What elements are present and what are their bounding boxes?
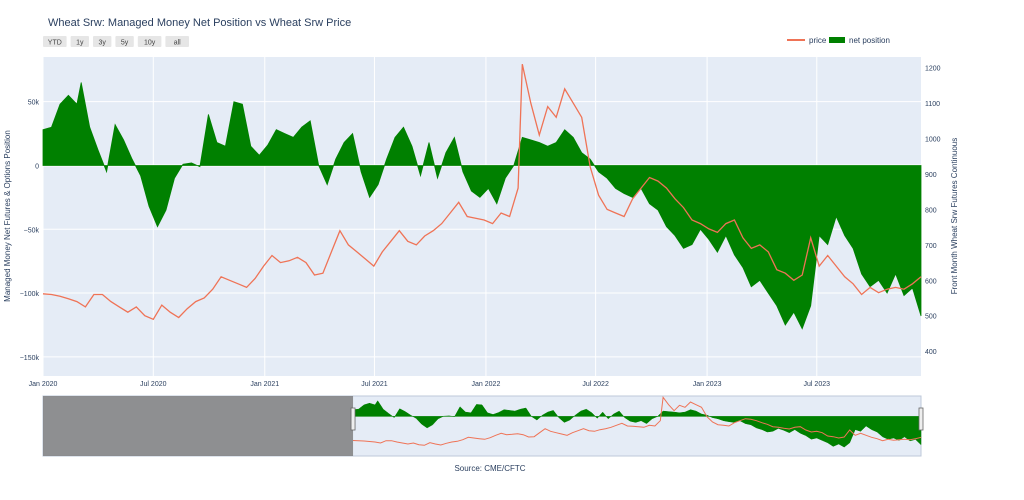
y-axis-right-title: Front Month Wheat Srw Futures Continuous bbox=[950, 138, 959, 295]
y-right-tick-label: 500 bbox=[925, 314, 937, 321]
y-right-tick-label: 1000 bbox=[925, 137, 941, 144]
y-right-tick-label: 400 bbox=[925, 349, 937, 356]
y-right-tick-label: 1200 bbox=[925, 66, 941, 73]
x-tick-label: Jan 2021 bbox=[250, 381, 279, 388]
y-axis-left-title: Managed Money Net Futures & Options Posi… bbox=[3, 130, 12, 302]
range-button-label: 5y bbox=[121, 40, 129, 47]
range-button-bg bbox=[93, 36, 112, 47]
legend-label-price: price bbox=[809, 36, 827, 45]
range-slider-shaded-left bbox=[43, 396, 354, 456]
series-net-position-area bbox=[42, 82, 922, 330]
y-left-tick-label: −150k bbox=[20, 355, 40, 362]
y-right-tick-label: 1100 bbox=[925, 101, 940, 108]
x-tick-label: Jan 2022 bbox=[472, 381, 501, 388]
chart-title: Wheat Srw: Managed Money Net Position vs… bbox=[48, 17, 351, 29]
range-button-label: 1y bbox=[76, 40, 84, 47]
x-tick-label: Jan 2023 bbox=[693, 381, 722, 388]
range-selector: YTD 1y 3y 5y 10y all bbox=[43, 36, 189, 47]
range-slider-handle-left[interactable] bbox=[350, 407, 356, 431]
y-left-tick-label: −50k bbox=[24, 227, 40, 234]
range-slider-price bbox=[352, 395, 922, 446]
range-button-label: all bbox=[174, 40, 181, 47]
y-right-tick-label: 600 bbox=[925, 278, 937, 285]
range-button-ytd[interactable]: YTD bbox=[43, 36, 67, 47]
y-right-tick-label: 700 bbox=[925, 243, 937, 250]
plot-traces bbox=[42, 63, 922, 330]
x-tick-label: Jul 2023 bbox=[804, 381, 831, 388]
y-right-tick-label: 900 bbox=[925, 172, 937, 179]
y-left-tick-label: 50k bbox=[28, 100, 40, 107]
range-button-5y[interactable]: 5y bbox=[115, 36, 134, 47]
y-left-tick-label: 0 bbox=[35, 163, 39, 170]
range-button-label: 10y bbox=[144, 40, 156, 47]
x-tick-label: Jan 2020 bbox=[29, 381, 58, 388]
y-right-tick-label: 800 bbox=[925, 207, 937, 214]
range-button-10y[interactable]: 10y bbox=[137, 36, 162, 47]
legend-item-net-position[interactable]: net position bbox=[829, 36, 890, 45]
y-axis-right: 400 500 600 700 800 900 1000 1100 1200 bbox=[925, 66, 941, 357]
range-slider-handle-right[interactable] bbox=[918, 407, 924, 431]
range-button-bg bbox=[165, 36, 189, 47]
x-axis: Jan 2020 Jul 2020 Jan 2021 Jul 2021 Jan 2022… bbox=[29, 381, 831, 388]
range-button-bg bbox=[137, 36, 162, 47]
range-button-1y[interactable]: 1y bbox=[70, 36, 89, 47]
x-tick-label: Jul 2022 bbox=[582, 381, 609, 388]
range-button-bg bbox=[70, 36, 89, 47]
y-left-tick-label: −100k bbox=[20, 291, 40, 298]
y-axis-left: 50k 0 −50k −100k −150k bbox=[20, 100, 40, 362]
range-button-all[interactable]: all bbox=[165, 36, 189, 47]
x-tick-label: Jul 2020 bbox=[140, 381, 167, 388]
legend: price net position bbox=[787, 36, 890, 45]
range-button-3y[interactable]: 3y bbox=[93, 36, 112, 47]
legend-label-net-position: net position bbox=[849, 36, 890, 45]
range-button-bg bbox=[43, 36, 67, 47]
range-button-label: YTD bbox=[48, 40, 62, 47]
range-button-label: 3y bbox=[98, 40, 106, 47]
legend-swatch-net-position bbox=[829, 37, 845, 43]
range-button-bg bbox=[115, 36, 134, 47]
legend-item-price[interactable]: price bbox=[787, 36, 827, 45]
series-price-line bbox=[42, 63, 922, 321]
source-note: Source: CME/CFTC bbox=[454, 464, 525, 473]
range-slider[interactable] bbox=[42, 395, 924, 457]
x-tick-label: Jul 2021 bbox=[361, 381, 388, 388]
range-slider-net-position bbox=[352, 400, 922, 448]
